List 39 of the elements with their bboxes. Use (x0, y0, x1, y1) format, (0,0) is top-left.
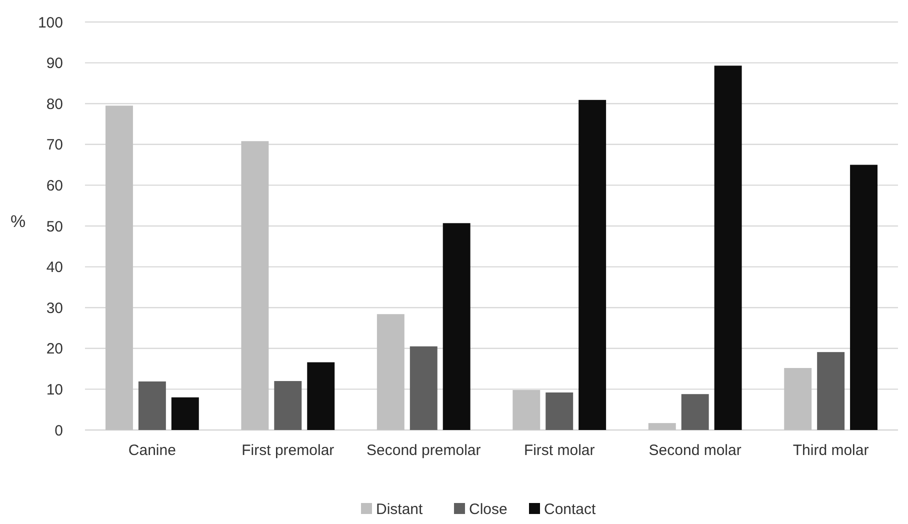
y-tick-label: 40 (46, 259, 63, 276)
y-tick-label: 100 (38, 14, 63, 32)
legend-label: Close (469, 501, 508, 518)
bar (105, 106, 133, 430)
bar (546, 392, 574, 430)
y-tick-label: 80 (46, 96, 63, 113)
x-tick-label: First premolar (242, 442, 334, 459)
bar (512, 390, 540, 430)
y-axis-title: % (10, 212, 26, 231)
bar (274, 381, 302, 430)
y-tick-label: 20 (46, 340, 63, 358)
legend-label: Distant (376, 501, 424, 518)
bar (410, 346, 438, 430)
y-tick-label: 70 (46, 136, 63, 154)
bar (171, 397, 199, 430)
y-tick-label: 60 (46, 177, 63, 194)
bar (817, 352, 845, 430)
bar (714, 66, 742, 430)
y-tick-label: 30 (46, 300, 63, 317)
bar (681, 394, 709, 430)
x-tick-label: Second molar (648, 442, 742, 459)
x-tick-label: Third molar (792, 442, 869, 459)
bar (138, 381, 166, 430)
y-tick-label: 50 (46, 218, 63, 236)
bar (307, 362, 335, 430)
bar (578, 100, 606, 430)
bar (442, 223, 470, 430)
x-tick-label: Canine (128, 442, 176, 459)
x-tick-label: Second premolar (366, 442, 481, 459)
y-tick-label: 10 (46, 381, 63, 398)
bar (241, 141, 269, 430)
y-tick-label: 90 (46, 55, 63, 72)
bar (850, 164, 878, 430)
bar (784, 368, 812, 430)
x-tick-label: First molar (524, 442, 595, 459)
bar (376, 314, 404, 430)
bar (648, 423, 676, 430)
legend-label: Contact (544, 501, 597, 518)
y-tick-label: 0 (54, 422, 63, 440)
